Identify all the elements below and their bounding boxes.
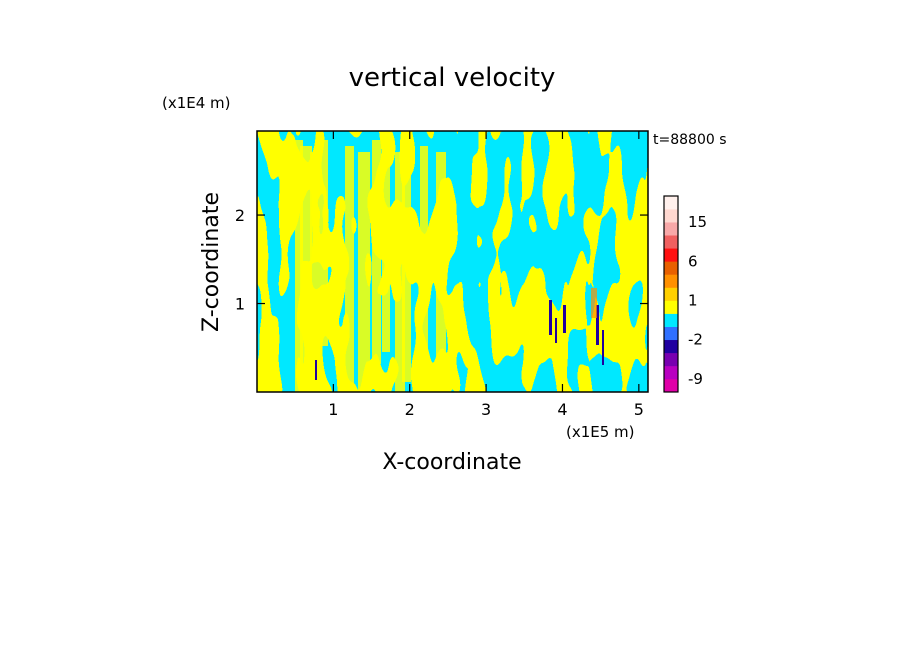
downdraft-core xyxy=(555,318,557,343)
downdraft-core xyxy=(602,330,604,365)
colorbar-swatch xyxy=(664,365,678,380)
colorbar-swatch xyxy=(664,378,678,393)
y-axis-label: Z-coordinate xyxy=(199,192,224,332)
x-scale-label: (x1E5 m) xyxy=(566,423,635,441)
updraft-streak xyxy=(300,146,312,388)
chart-title: vertical velocity xyxy=(349,63,556,93)
updraft-streak xyxy=(295,140,303,392)
downdraft-core xyxy=(549,300,552,335)
colorbar-swatch xyxy=(664,196,678,210)
plot-frame xyxy=(256,130,649,393)
updraft-streak xyxy=(318,140,328,346)
colorbar-swatch xyxy=(664,248,678,262)
velocity-streaks xyxy=(295,140,604,392)
x-axis-label: X-coordinate xyxy=(382,450,521,475)
x-tick-label: 1 xyxy=(328,400,338,419)
x-tick-label: 4 xyxy=(557,400,567,419)
updraft-streak xyxy=(372,140,381,364)
updraft-streak xyxy=(402,140,411,382)
colorbar-swatch xyxy=(664,339,678,354)
updraft-streak xyxy=(395,152,405,392)
colorbar-label: 1 xyxy=(688,292,698,310)
colorbar-swatch xyxy=(664,235,678,249)
updraft-streak xyxy=(345,146,354,392)
x-tick-label: 2 xyxy=(405,400,415,419)
colorbar-swatch xyxy=(664,300,678,314)
downdraft-core xyxy=(315,360,317,380)
colorbar-label: 6 xyxy=(688,252,698,270)
colorbar-swatch xyxy=(664,313,678,327)
updraft-streak xyxy=(310,152,318,376)
y-axis: 12 xyxy=(235,206,648,314)
colorbar: -9 -2 1 6 15 xyxy=(663,195,707,393)
colorbar-swatch xyxy=(664,209,678,223)
x-tick-label: 3 xyxy=(481,400,491,419)
updraft-core xyxy=(591,288,597,318)
y-tick-label: 2 xyxy=(235,206,245,225)
updraft-streak xyxy=(436,152,446,358)
downdraft-core xyxy=(563,305,566,333)
updraft-streak xyxy=(358,152,370,392)
colorbar-label: -2 xyxy=(688,331,703,349)
downdraft-core xyxy=(596,305,599,345)
plot-area xyxy=(256,130,649,393)
colorbar-swatch xyxy=(664,261,678,275)
colorbar-swatch xyxy=(664,222,678,236)
colorbar-swatch xyxy=(664,287,678,301)
time-label: t=88800 s xyxy=(653,132,727,148)
colorbar-label: -9 xyxy=(688,370,703,388)
y-tick-label: 1 xyxy=(235,295,245,314)
x-axis: 1 2 3 4 5 xyxy=(328,131,644,419)
velocity-field xyxy=(257,131,648,392)
colorbar-label: 15 xyxy=(688,213,707,231)
x-tick-label: 5 xyxy=(634,400,644,419)
colorbar-swatch xyxy=(664,352,678,367)
colorbar-frame xyxy=(663,195,679,393)
updraft-streak xyxy=(382,146,390,352)
colorbar-swatch xyxy=(664,274,678,288)
colorbar-swatch xyxy=(664,326,678,341)
updraft-streak xyxy=(420,146,428,370)
y-scale-label: (x1E4 m) xyxy=(162,94,231,112)
